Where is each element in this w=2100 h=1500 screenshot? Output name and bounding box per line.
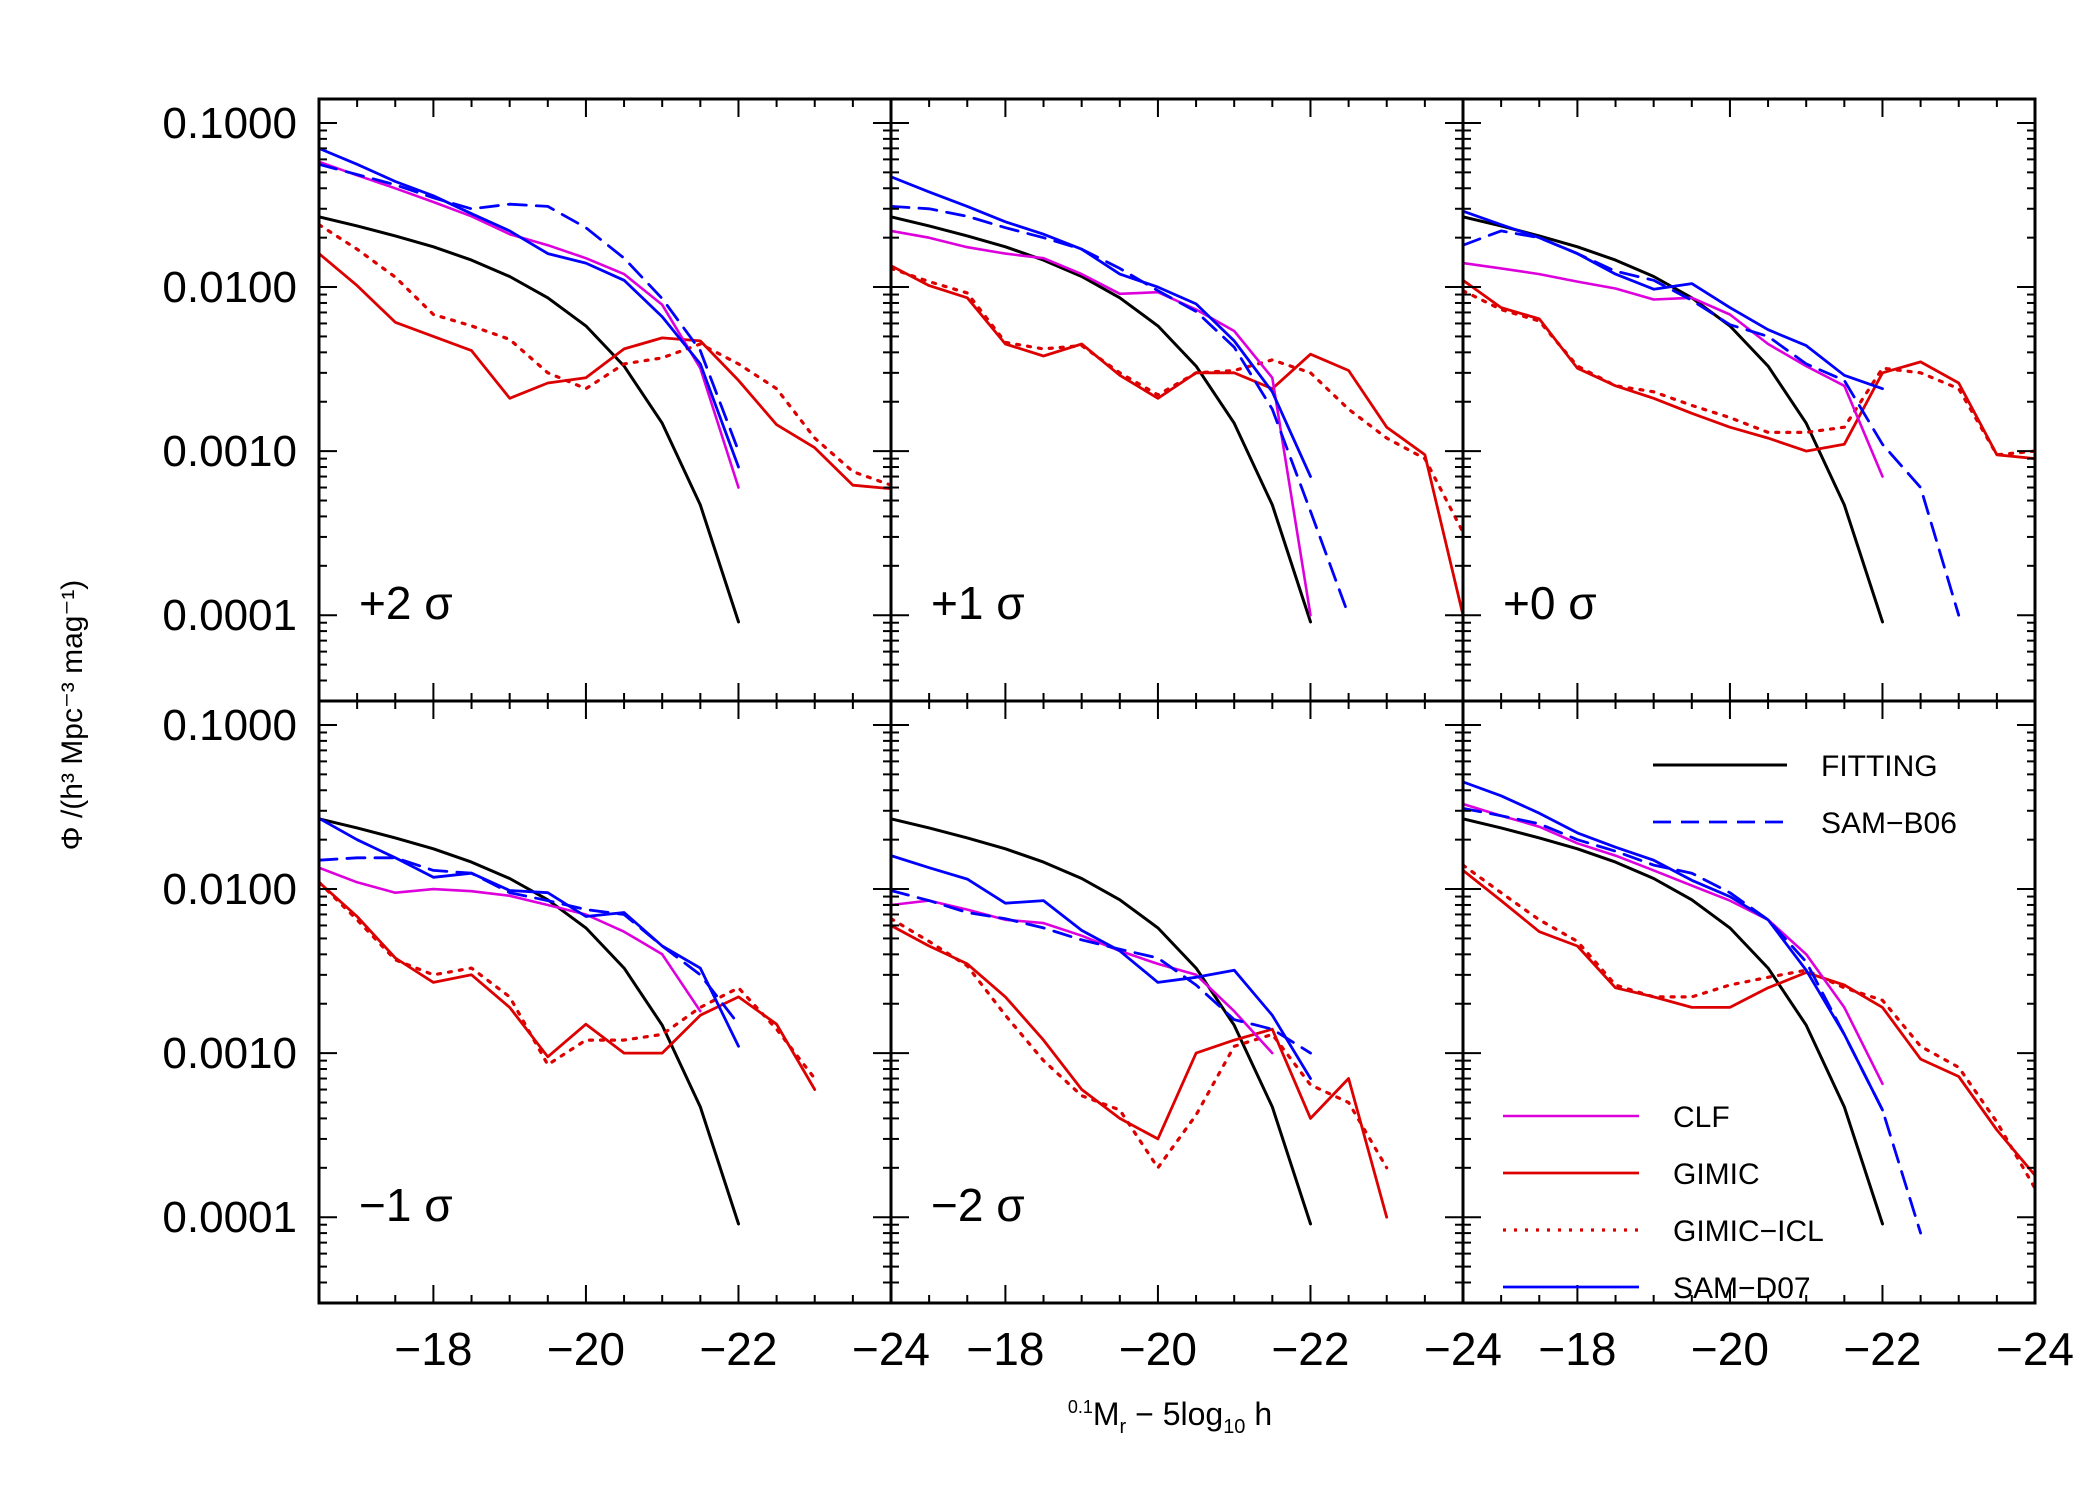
y-tick-label: 0.1000 <box>162 99 297 148</box>
series-gimic-line <box>891 264 1463 617</box>
series-sam-d07-line <box>319 816 740 1048</box>
series-sam-b06-line <box>891 889 1312 1055</box>
series-gimic-icl-line <box>891 266 1463 534</box>
series-fitting-line <box>319 817 740 1226</box>
legend-label-gimic-icl: GIMIC−ICL <box>1673 1215 1824 1248</box>
series-gimic-icl-line <box>891 917 1389 1170</box>
series-fitting-line <box>1463 215 1884 624</box>
panel-6: −18 −20 −22 −24 <box>1461 699 2074 1375</box>
x-tick-label: −24 <box>1424 1323 1502 1375</box>
panel-5-series <box>891 817 1389 1226</box>
series-clf-line <box>1463 802 1884 1086</box>
series-gimic-icl-line <box>1463 289 2035 457</box>
y-axis-label: Φ /(h³ Mpc⁻³ mag⁻¹) <box>56 580 89 851</box>
series-sam-d07-line <box>891 854 1312 1080</box>
y-tick-label: 0.0100 <box>162 865 297 914</box>
series-gimic-icl-line <box>319 880 817 1081</box>
series-gimic-line <box>1463 278 2035 461</box>
series-sam-b06-line <box>319 856 740 1026</box>
panel-5: −2 σ −18 −20 −22 −24 <box>889 699 1502 1375</box>
series-fitting-line <box>891 817 1312 1226</box>
y-tick-label: 0.0100 <box>162 263 297 312</box>
series-clf-line <box>319 160 740 489</box>
panels-layer: +2 σ 0.0001 0.0010 0.0100 0.1000 +1 σ +0 σ −1 σ… <box>162 97 2074 1375</box>
panel-frame <box>1461 699 2037 1305</box>
panel-1: +2 σ 0.0001 0.0010 0.0100 0.1000 <box>162 97 893 703</box>
panel-sigma-label: +2 σ <box>359 577 453 629</box>
panel-4-series <box>319 816 817 1226</box>
series-fitting-line <box>891 215 1312 624</box>
legend-label-sam-d07: SAM−D07 <box>1673 1272 1811 1305</box>
axis-labels-layer: Φ /(h³ Mpc⁻³ mag⁻¹) 0.1Mr − 5log10 h <box>56 580 1272 1438</box>
series-gimic-line <box>1463 869 2035 1177</box>
series-gimic-icl-line <box>319 223 891 487</box>
series-gimic-line <box>319 880 817 1091</box>
panel-sigma-label: +1 σ <box>931 577 1025 629</box>
x-tick-label: −24 <box>1996 1323 2074 1375</box>
x-tick-label: −20 <box>547 1323 625 1375</box>
x-tick-label: −20 <box>1691 1323 1769 1375</box>
panel-sigma-label: +0 σ <box>1503 577 1597 629</box>
x-tick-label: −18 <box>394 1323 472 1375</box>
panel-6-ticks <box>1463 701 2035 1304</box>
y-tick-label: 0.1000 <box>162 701 297 750</box>
y-tick-label: 0.0010 <box>162 1029 297 1078</box>
panel-6-series <box>1463 780 2035 1235</box>
panel-sigma-label: −2 σ <box>931 1179 1025 1231</box>
panel-2-series <box>891 175 1463 624</box>
panel-3-series <box>1463 209 2035 624</box>
y-tick-label: 0.0001 <box>162 1193 297 1242</box>
series-fitting-line <box>319 215 740 624</box>
panel-2: +1 σ <box>889 97 1465 703</box>
y-tick-label: 0.0001 <box>162 591 297 640</box>
x-tick-label: −24 <box>852 1323 930 1375</box>
series-gimic-line <box>319 252 891 491</box>
x-tick-label: −18 <box>966 1323 1044 1375</box>
x-tick-label: −22 <box>699 1323 777 1375</box>
legend-label-gimic: GIMIC <box>1673 1158 1760 1191</box>
y-tick-label: 0.0010 <box>162 427 297 476</box>
series-fitting-line <box>1463 817 1884 1226</box>
legend: FITTING SAM−B06 CLF GIMIC GIMIC−ICL SAM−D07 <box>1503 750 1957 1305</box>
x-tick-label: −18 <box>1538 1323 1616 1375</box>
panel-sigma-label: −1 σ <box>359 1179 453 1231</box>
series-sam-b06-line <box>1463 229 1961 617</box>
series-gimic-line <box>891 924 1389 1219</box>
series-sam-b06-line <box>319 162 740 453</box>
x-tick-label: −20 <box>1119 1323 1197 1375</box>
x-tick-label: −22 <box>1271 1323 1349 1375</box>
series-sam-d07-line <box>891 175 1312 478</box>
legend-label-clf: CLF <box>1673 1101 1730 1134</box>
series-gimic-icl-line <box>1463 863 2035 1190</box>
series-sam-d07-line <box>1463 209 1884 391</box>
series-sam-d07-line <box>319 146 740 469</box>
series-clf-line <box>891 229 1312 617</box>
series-sam-b06-line <box>891 204 1350 617</box>
series-clf-line <box>319 866 702 1013</box>
x-tick-label: −22 <box>1843 1323 1921 1375</box>
x-axis-label: 0.1Mr − 5log10 h <box>1068 1396 1272 1438</box>
panel-1-series <box>319 146 891 624</box>
series-clf-line <box>1463 261 1884 478</box>
series-clf-line <box>891 899 1274 1055</box>
panel-4: −1 σ 0.0001 0.0010 0.0100 0.1000 −18 −20 −22 −24 <box>162 699 930 1375</box>
legend-label-sam-b06: SAM−B06 <box>1821 807 1957 840</box>
panel-3: +0 σ <box>1461 97 2037 703</box>
legend-label-fitting: FITTING <box>1821 750 1938 783</box>
series-sam-d07-line <box>1463 780 1884 1112</box>
